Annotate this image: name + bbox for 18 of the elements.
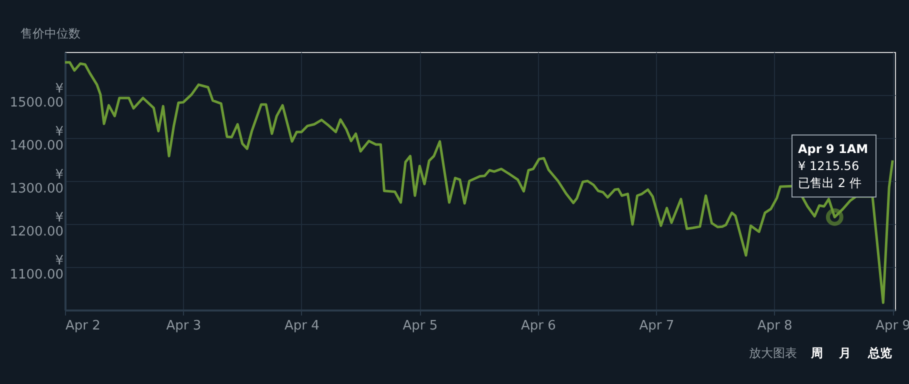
y-tick-label: ¥ 1100.00 xyxy=(10,254,64,282)
x-tick-label: Apr 4 xyxy=(284,318,320,334)
x-tick-label: Apr 3 xyxy=(166,318,202,334)
x-tick-label: Apr 7 xyxy=(639,318,674,334)
x-tick-label: Apr 8 xyxy=(757,318,792,334)
y-tick-label: ¥ 1300.00 xyxy=(10,168,64,196)
y-tick-label: ¥ 1200.00 xyxy=(10,210,64,240)
text: 放大图表 xyxy=(749,346,797,360)
text: 月 xyxy=(838,346,851,360)
text: 总览 xyxy=(867,346,892,360)
y-tick-label: ¥ 1500.00 xyxy=(10,82,64,110)
y-axis-title: 售价中位数 xyxy=(20,26,80,40)
y-tick-label: ¥ 1400.00 xyxy=(10,124,64,154)
text: 周 xyxy=(810,346,823,360)
x-tick-label: Apr 2 xyxy=(66,318,100,334)
x-tick-label: Apr 6 xyxy=(520,318,556,334)
x-tick-label: Apr 5 xyxy=(402,318,438,334)
annotation: Apr 9 1AM ¥ 1215.56 已售出 2 件 xyxy=(798,142,868,190)
